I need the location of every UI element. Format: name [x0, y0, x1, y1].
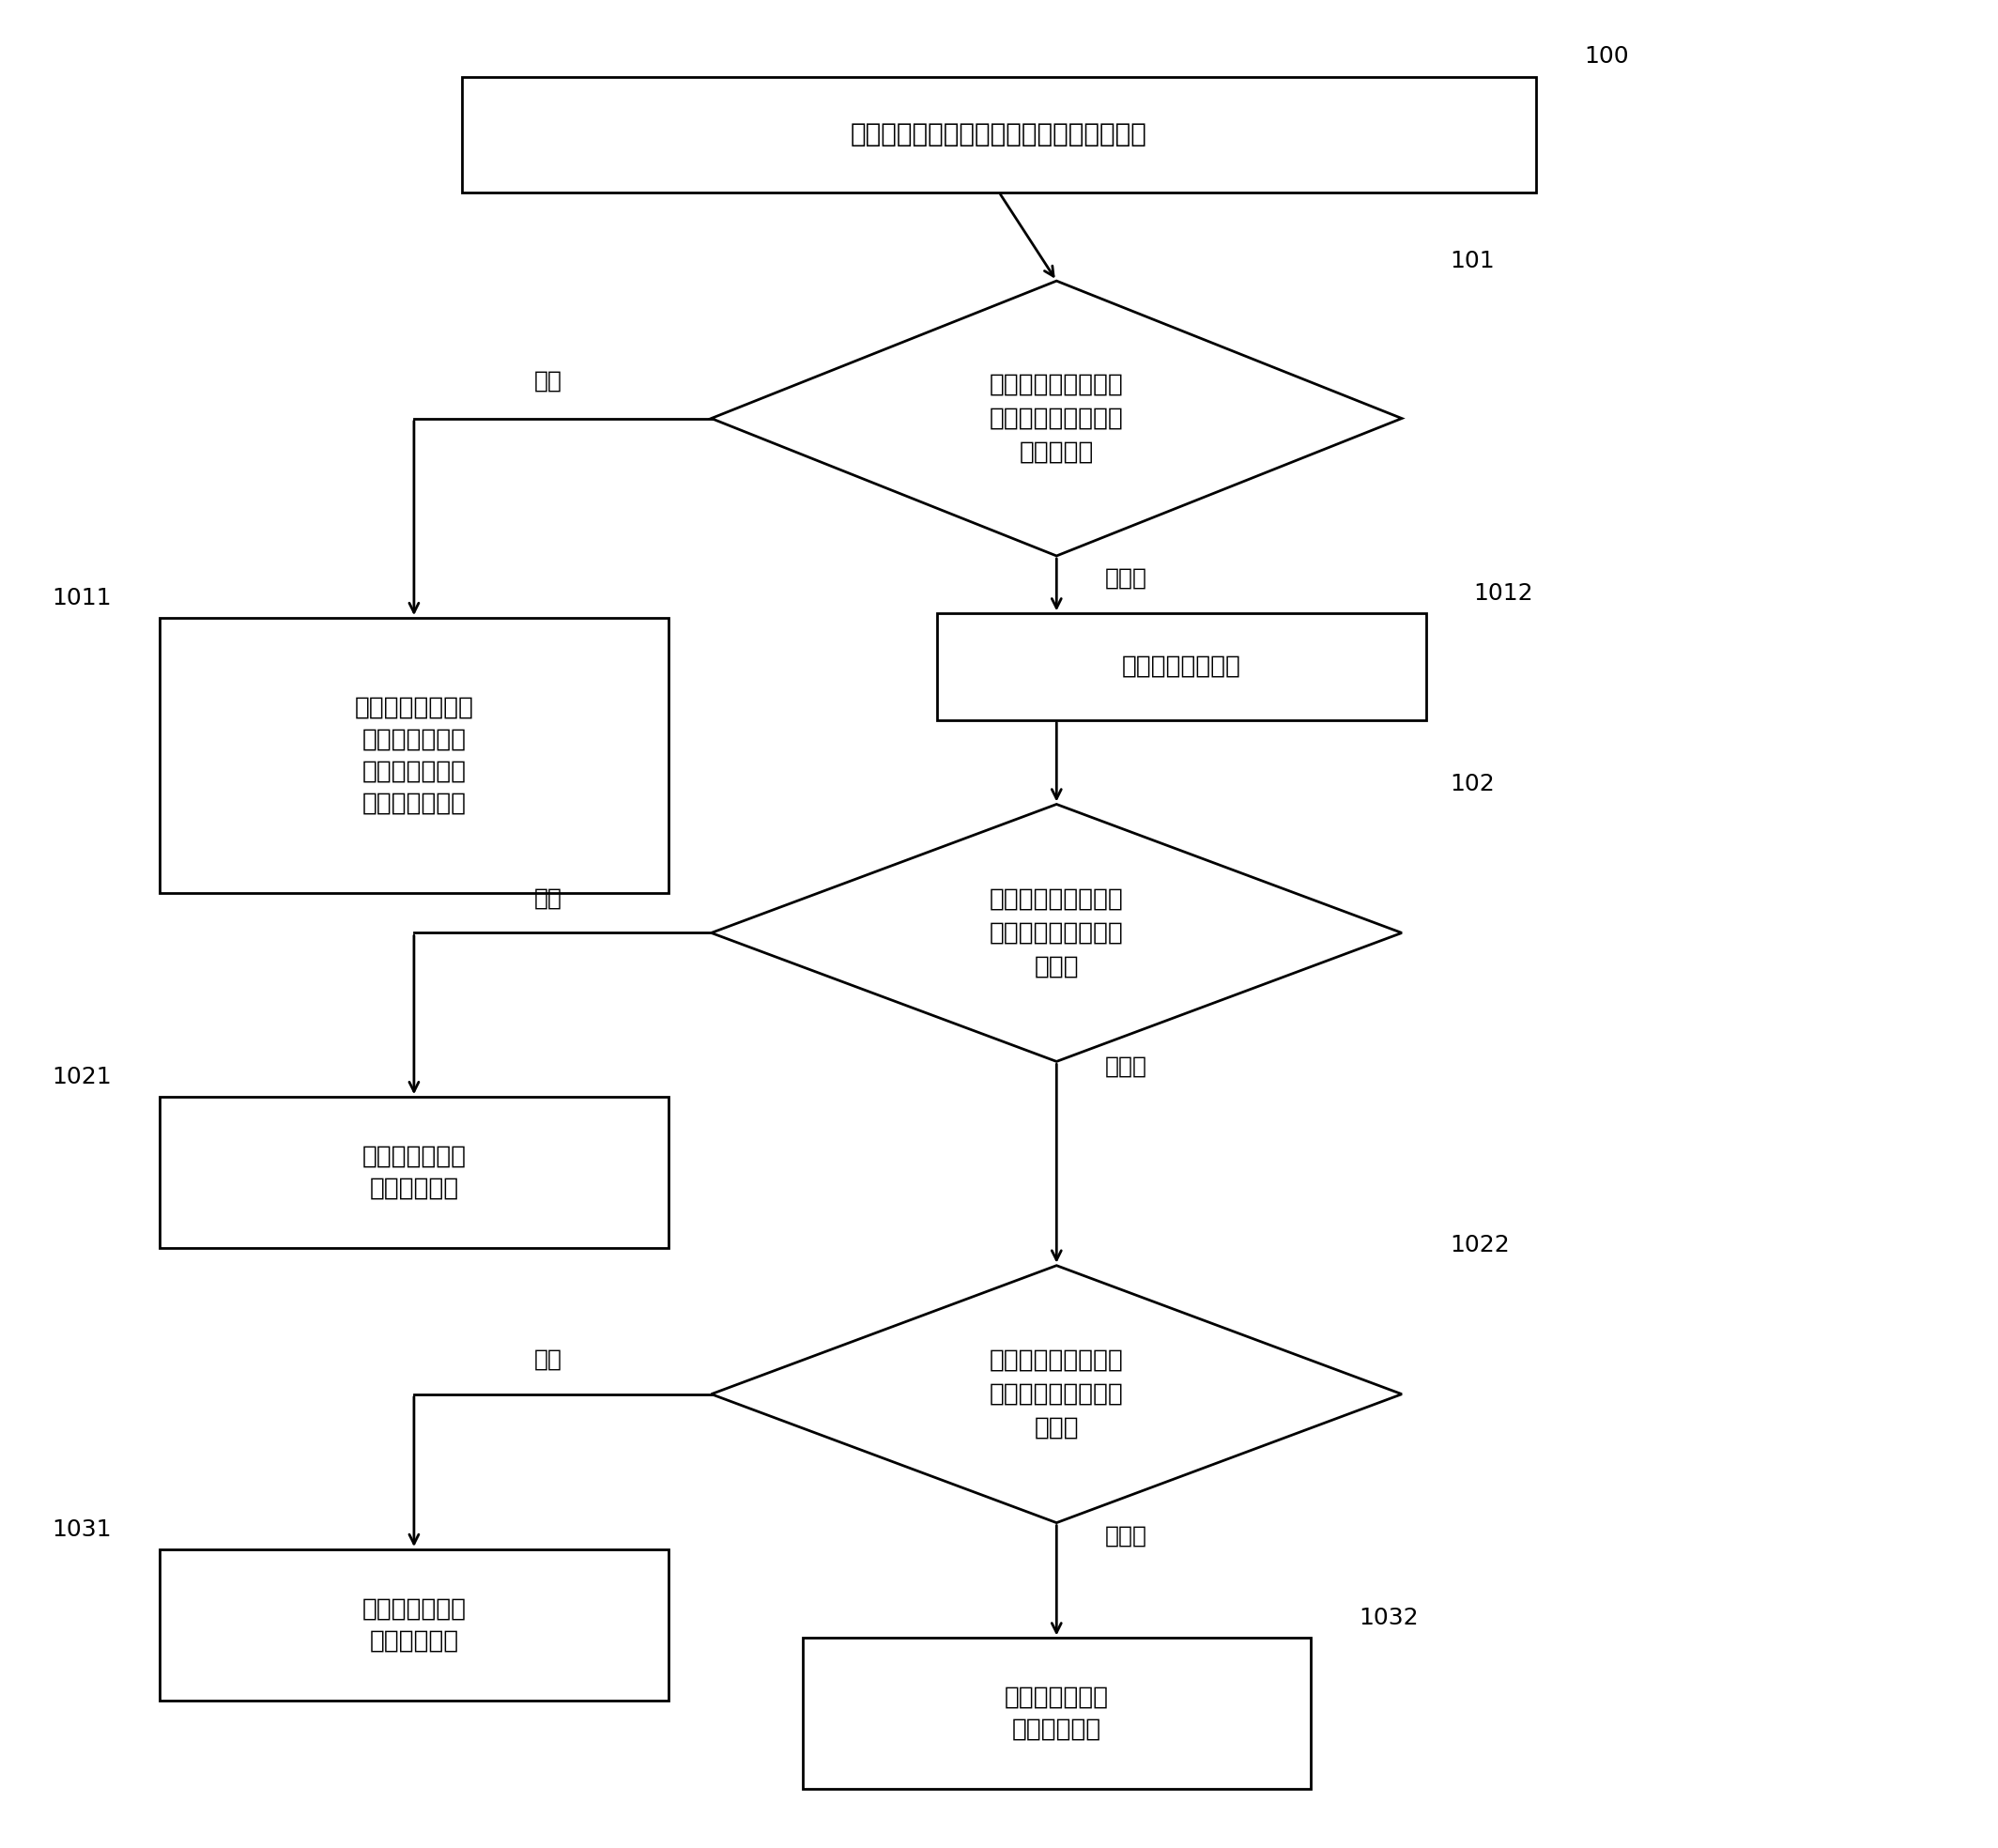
Text: 102: 102	[1451, 772, 1495, 795]
Bar	[160, 1549, 667, 1700]
Bar	[160, 617, 667, 893]
Text: 1022: 1022	[1451, 1234, 1510, 1257]
Polygon shape	[711, 281, 1403, 556]
Text: 判断循环温度信息是
否落入适宜工作温度
范围内: 判断循环温度信息是 否落入适宜工作温度 范围内	[989, 887, 1123, 979]
Bar	[462, 78, 1536, 192]
Text: 不落入: 不落入	[1105, 1525, 1147, 1547]
Text: 判断当前电池温度信
息是否落入适宜工作
温度范围内: 判断当前电池温度信 息是否落入适宜工作 温度范围内	[989, 373, 1123, 464]
Text: 不落入: 不落入	[1105, 567, 1147, 590]
Text: 1031: 1031	[52, 1517, 112, 1541]
Text: 将发动机冷却管的
水泵维持打开状
态且将电池冷却
管上的水泵关闭: 将发动机冷却管的 水泵维持打开状 态且将电池冷却 管上的水泵关闭	[354, 695, 474, 815]
Text: 1021: 1021	[52, 1066, 112, 1088]
Text: 维持电池冷却管
上的水泵状态: 维持电池冷却管 上的水泵状态	[1005, 1685, 1109, 1741]
Text: 落入: 落入	[533, 370, 561, 392]
Text: 判断循环温度信息是
否落入危险工作温度
范围内: 判断循环温度信息是 否落入危险工作温度 范围内	[989, 1349, 1123, 1440]
Text: 1032: 1032	[1359, 1606, 1419, 1630]
Text: 不落入: 不落入	[1105, 1055, 1147, 1077]
Bar	[937, 614, 1427, 721]
Polygon shape	[711, 1266, 1403, 1523]
Text: 将电池热管理管
上的水泵关闭: 将电池热管理管 上的水泵关闭	[362, 1597, 466, 1652]
Bar	[160, 1098, 667, 1247]
Text: 101: 101	[1451, 249, 1495, 272]
Text: 确定循环温度信息: 确定循环温度信息	[1121, 654, 1241, 678]
Text: 将电池热管理管
上的水泵打开: 将电池热管理管 上的水泵打开	[362, 1144, 466, 1201]
Text: 落入: 落入	[533, 887, 561, 909]
Text: 落入: 落入	[533, 1349, 561, 1371]
Bar	[803, 1637, 1311, 1789]
Text: 100: 100	[1584, 46, 1628, 68]
Polygon shape	[711, 804, 1403, 1061]
Text: 获取电池区域水温信息和当前电池温度信息: 获取电池区域水温信息和当前电池温度信息	[851, 122, 1147, 148]
Text: 1012: 1012	[1475, 582, 1532, 604]
Text: 1011: 1011	[52, 586, 112, 610]
